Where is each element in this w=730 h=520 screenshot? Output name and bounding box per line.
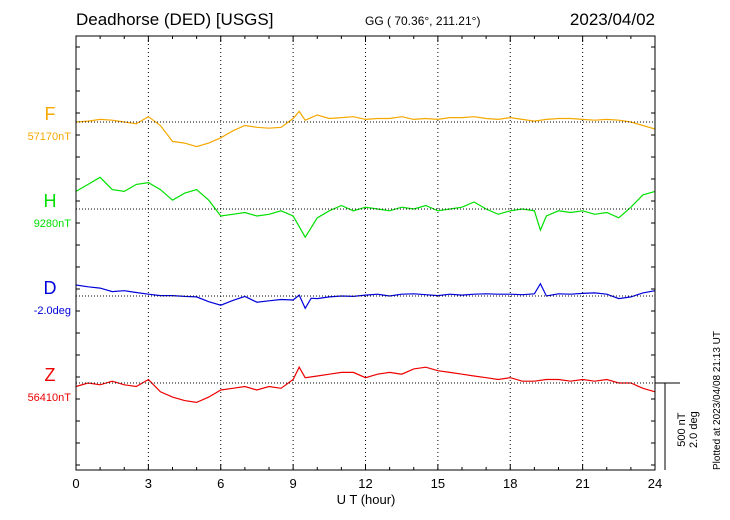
x-tick-label-21: 21 xyxy=(575,476,589,491)
grid-lines xyxy=(147,36,584,470)
series-line-Z xyxy=(75,365,656,404)
plotted-timestamp: Plotted at 2023/04/08 21:13 UT xyxy=(712,331,723,470)
series-label-Z: Z xyxy=(45,365,56,385)
series-label-F: F xyxy=(45,104,56,124)
x-tick-label-24: 24 xyxy=(648,476,662,491)
scale-nt: 500 nT xyxy=(676,412,688,447)
x-tick-label-9: 9 xyxy=(290,476,297,491)
baseline-value-D: -2.0deg xyxy=(34,305,71,317)
axis-labels: F 57170nT H 9280nT D -2.0deg Z 56410nT 0 3 6 9 12 15 1… xyxy=(28,104,663,507)
x-tick-label-18: 18 xyxy=(503,476,517,491)
scale-deg: 2.0 deg xyxy=(688,411,700,448)
series-line-F xyxy=(75,110,656,148)
baseline-value-H: 9280nT xyxy=(34,218,72,230)
x-axis-title: U T (hour) xyxy=(337,492,396,507)
series-label-D: D xyxy=(44,278,57,298)
scale-legend: 500 nT 2.0 deg xyxy=(676,411,700,448)
x-tick-label-0: 0 xyxy=(72,476,79,491)
x-tick-label-15: 15 xyxy=(431,476,445,491)
series-label-H: H xyxy=(44,191,57,211)
chart-date: 2023/04/02 xyxy=(569,10,655,29)
x-tick-label-6: 6 xyxy=(217,476,224,491)
baseline-lines xyxy=(76,121,655,384)
axis-ticks xyxy=(75,36,656,470)
series-line-H xyxy=(75,176,656,239)
x-tick-label-3: 3 xyxy=(145,476,152,491)
x-tick-label-12: 12 xyxy=(358,476,372,491)
station-title: Deadhorse (DED) [USGS] xyxy=(76,10,274,29)
station-coordinates: GG ( 70.36°, 211.21°) xyxy=(365,14,481,28)
baseline-value-Z: 56410nT xyxy=(28,392,72,404)
plot-frame xyxy=(75,35,680,471)
baseline-value-F: 57170nT xyxy=(28,131,72,143)
